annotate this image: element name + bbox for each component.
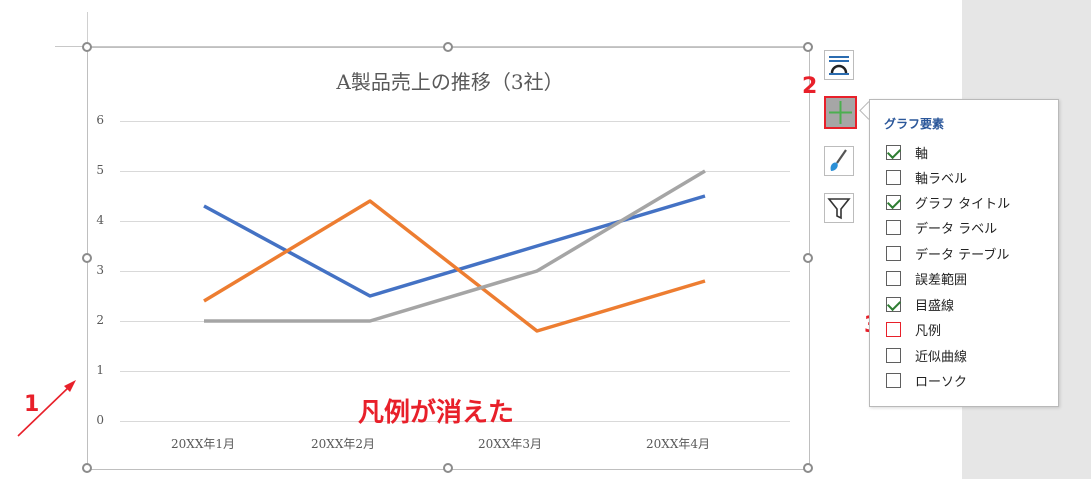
checkbox[interactable] [886,270,901,286]
gridline [120,121,790,122]
resize-handle-middle-right[interactable] [803,253,813,263]
panel-item[interactable]: 近似曲線 [886,345,967,365]
layout-icon [829,56,849,75]
x-tick-label: 20XX年3月 [478,437,542,451]
panel-item-label: 近似曲線 [915,349,968,365]
panel-item[interactable]: 誤差範囲 [886,268,967,288]
plus-icon [829,101,852,124]
resize-handle-middle-left[interactable] [82,253,92,263]
panel-item-label: データ テーブル [915,247,1010,263]
checkbox[interactable] [886,245,901,261]
y-tick-label: 3 [96,263,104,277]
y-tick-label: 5 [96,163,104,177]
gridline [120,271,790,272]
annotation-message: 凡例が消えた [358,398,515,428]
checkbox[interactable] [886,169,901,185]
panel-item[interactable]: グラフ タイトル [886,192,1010,212]
panel-item[interactable]: 軸ラベル [886,167,967,187]
y-tick-label: 2 [96,313,104,327]
checkbox[interactable] [886,296,902,312]
gridline [120,221,790,222]
y-tick-label: 6 [96,113,104,127]
brush-icon [830,149,847,171]
annotation-step-2: 2 [802,74,818,99]
panel-item-label: 軸 [915,146,929,162]
panel-item-label: グラフ タイトル [915,196,1011,212]
checkbox[interactable] [886,219,901,235]
y-tick-label: 0 [96,413,104,427]
panel-item-label: 目盛線 [915,298,955,314]
check-icon [886,296,902,311]
chart-layout-button[interactable] [824,50,854,80]
panel-item[interactable]: 凡例 [886,319,941,339]
x-tick-label: 20XX年1月 [171,437,235,451]
check-icon [886,144,902,159]
gridline [120,421,790,422]
gridline [120,371,790,372]
y-tick-label: 1 [96,363,104,377]
annotation-step-1: 1 [24,392,40,417]
panel-title: グラフ要素 [884,117,945,131]
x-tick-label: 20XX年4月 [646,437,710,451]
panel-item-label: 軸ラベル [915,171,968,187]
resize-handle-top-center[interactable] [443,42,453,52]
chart-filter-button[interactable] [824,193,854,223]
resize-handle-top-right[interactable] [803,42,813,52]
resize-handle-bottom-center[interactable] [443,463,453,473]
y-tick-label: 4 [96,213,104,227]
panel-item[interactable]: データ ラベル [886,217,997,237]
panel-item-label: 誤差範囲 [915,272,968,288]
panel-item-label: ローソク [915,374,968,390]
chart-elements-button[interactable] [824,96,857,129]
checkbox[interactable] [886,321,901,337]
guide-line-horizontal [55,46,813,47]
x-tick-label: 20XX年2月 [311,437,375,451]
panel-item[interactable]: 軸 [886,142,928,162]
chart-elements-panel: グラフ要素 軸軸ラベルグラフ タイトル データ ラベル データ テーブル 誤差範囲目盛… [869,99,1059,407]
resize-handle-bottom-left[interactable] [82,463,92,473]
gridline [120,171,790,172]
filter-icon [827,198,851,220]
checkbox[interactable] [886,194,902,210]
chart-style-button[interactable] [824,146,854,176]
checkbox[interactable] [886,347,901,363]
panel-item[interactable]: ローソク [886,370,967,390]
panel-item-label: 凡例 [915,323,942,339]
panel-item[interactable]: 目盛線 [886,294,954,314]
resize-handle-bottom-right[interactable] [803,463,813,473]
chart-title[interactable]: A製品売上の推移（3社） [336,70,564,94]
resize-handle-top-left[interactable] [82,42,92,52]
panel-item-label: データ ラベル [915,221,998,237]
checkbox[interactable] [886,372,901,388]
panel-item[interactable]: データ テーブル [886,243,1009,263]
check-icon [886,194,902,209]
gridline [120,321,790,322]
checkbox[interactable] [886,144,902,160]
